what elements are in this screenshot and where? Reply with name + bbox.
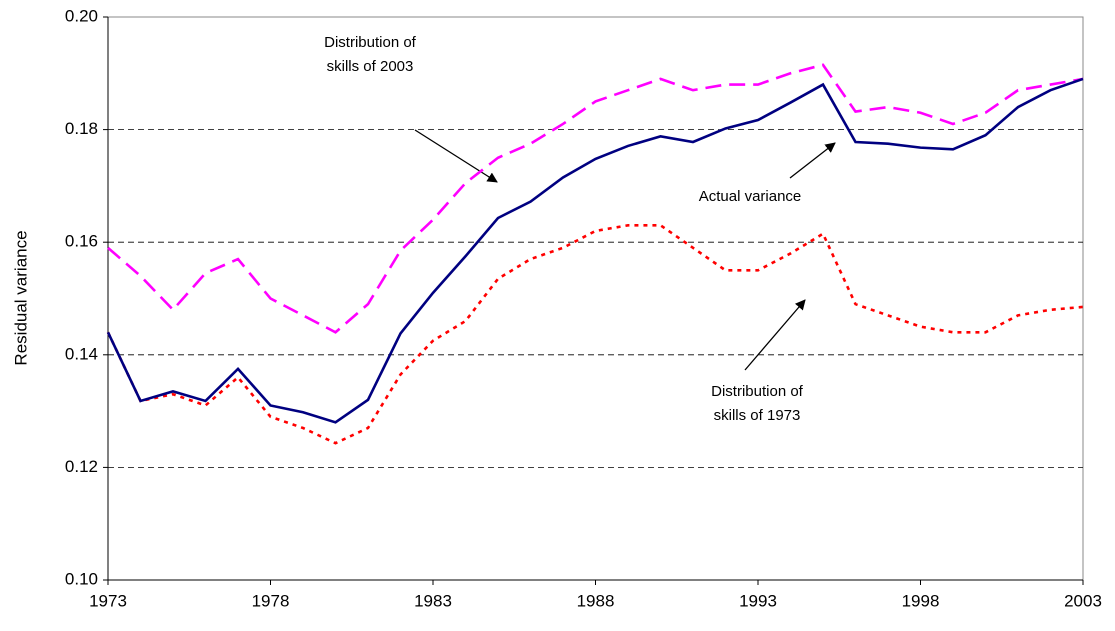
annotation: Actual variance	[699, 188, 802, 205]
y-tick-label: 0.12	[65, 457, 98, 476]
y-tick-label: 0.10	[65, 569, 98, 588]
annotation: skills of 1973	[714, 407, 801, 424]
annotation-arrow	[414, 129, 498, 183]
y-tick-label: 0.18	[65, 119, 98, 138]
y-tick-label: 0.14	[65, 344, 98, 363]
series-line	[106, 77, 1084, 424]
series-line	[107, 63, 1084, 334]
annotation-arrow	[789, 142, 836, 179]
x-tick-label: 1998	[902, 591, 940, 610]
annotation: Distribution of	[324, 34, 417, 51]
y-axis-label: Residual variance	[11, 230, 30, 365]
x-tick-label: 1978	[252, 591, 290, 610]
x-tick-label: 2003	[1064, 591, 1102, 610]
annotation-arrow	[744, 299, 806, 371]
y-tick-label: 0.16	[65, 232, 98, 251]
annotation: Distribution of	[711, 383, 804, 400]
x-tick-label: 1988	[577, 591, 615, 610]
x-tick-label: 1973	[89, 591, 127, 610]
x-tick-label: 1983	[414, 591, 452, 610]
y-tick-label: 0.20	[65, 6, 98, 25]
annotation: skills of 2003	[327, 58, 414, 75]
x-tick-label: 1993	[739, 591, 777, 610]
series-line	[106, 224, 1084, 445]
